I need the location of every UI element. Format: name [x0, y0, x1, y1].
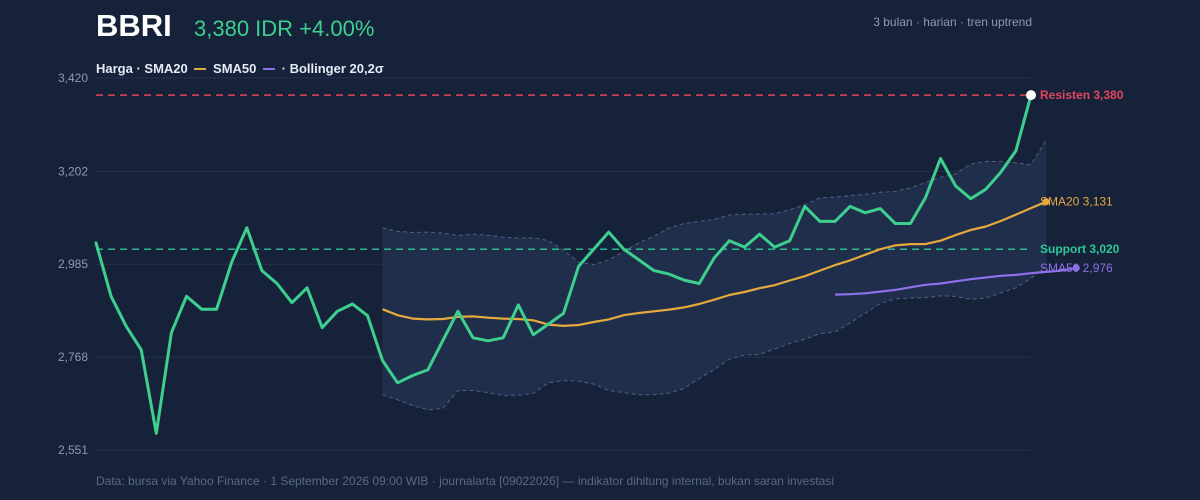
bollinger-lower-line	[382, 266, 1047, 411]
sma20-end-label: SMA20 3,131	[1040, 195, 1113, 209]
legend-sma50-swatch	[263, 67, 276, 70]
sma50-end-label: SMA50 2,976	[1040, 261, 1113, 275]
price-change: 3,380 IDR +4.00%	[194, 16, 375, 41]
ticker-symbol: BBRI	[96, 8, 172, 43]
sma50-line	[834, 267, 1077, 296]
chart-subtitle: 3 bulan · harian · tren uptrend	[873, 15, 1032, 29]
legend-price: Harga ·	[96, 61, 141, 76]
legend-sma50: SMA50	[213, 61, 257, 76]
sma50-end-marker	[1072, 264, 1080, 272]
sma20-end-marker	[1042, 198, 1050, 206]
legend-bollinger: · Bollinger 20,2σ	[281, 61, 384, 76]
legend-sma20: SMA20	[144, 61, 188, 76]
y-tick-label: 2,768	[58, 350, 88, 364]
source-footer: Data: bursa via Yahoo Finance · 1 Septem…	[96, 474, 834, 488]
bollinger-band-area	[382, 140, 1047, 410]
chart-legend: Harga · SMA20 SMA50 · Bollinger 20,2σ	[96, 61, 384, 76]
y-tick-label: 3,420	[58, 71, 88, 85]
price-line	[94, 93, 1033, 435]
price-end-marker	[1026, 90, 1036, 101]
y-tick-label: 2,551	[58, 443, 88, 457]
legend-sma20-swatch	[194, 67, 207, 70]
sma20-line	[382, 200, 1047, 327]
support-label: Support 3,020	[1040, 242, 1120, 256]
y-tick-label: 2,985	[58, 257, 88, 271]
resisten-label: Resisten 3,380	[1040, 88, 1124, 102]
bollinger-upper-line	[382, 139, 1047, 266]
y-tick-label: 3,202	[58, 164, 88, 178]
